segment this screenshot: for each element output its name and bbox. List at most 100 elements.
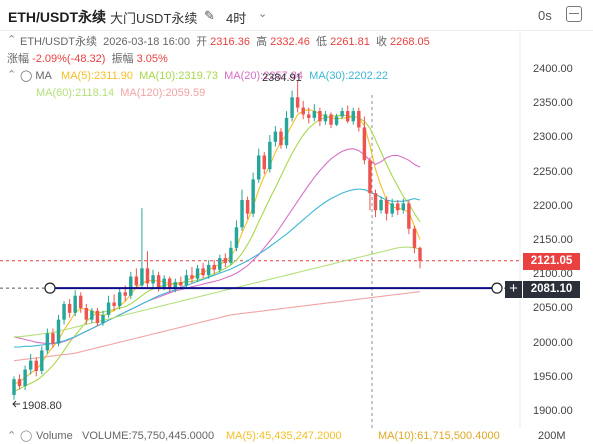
price-tick-label: 2250.00 bbox=[533, 165, 573, 178]
edit-icon[interactable]: ✎ bbox=[204, 8, 215, 23]
candle-body bbox=[101, 314, 105, 324]
candle-body bbox=[73, 295, 77, 313]
amp-value: 3.05% bbox=[136, 53, 168, 65]
amp-label: 振幅 bbox=[111, 53, 134, 65]
collapse-arrow-icon[interactable]: ⌃ bbox=[7, 34, 17, 46]
candle-body bbox=[256, 155, 261, 180]
low-value: 2261.81 bbox=[330, 36, 370, 48]
close-value: 2268.05 bbox=[390, 36, 430, 48]
ma-line-ma120 bbox=[13, 291, 421, 362]
candle-body bbox=[345, 111, 350, 122]
candle-body bbox=[412, 228, 417, 248]
ma-line-ma60 bbox=[14, 246, 421, 338]
candle-body bbox=[329, 114, 333, 125]
bell-icon[interactable]: ◯ bbox=[20, 70, 33, 82]
candle-body bbox=[334, 116, 339, 125]
change-value: -2.09%(-48.32) bbox=[32, 53, 106, 65]
candle-body bbox=[201, 268, 205, 276]
candle-body bbox=[240, 199, 244, 228]
candle-body bbox=[379, 199, 383, 211]
price-tick-label: 1950.00 bbox=[533, 370, 573, 383]
candle-body bbox=[340, 111, 344, 117]
eye-icon[interactable]: ◯ bbox=[20, 430, 33, 442]
candle-body bbox=[95, 310, 100, 324]
candle-body bbox=[362, 127, 367, 161]
candle-body bbox=[223, 258, 228, 263]
ma-legend: ◯ MA MA(5):2311.90 MA(10):2319.73 MA(20)… bbox=[20, 69, 388, 82]
trendline-handle-right bbox=[491, 282, 503, 294]
candle-body bbox=[140, 268, 144, 286]
ma-legend-2: MA(60):2118.14 MA(120):2059.59 bbox=[36, 87, 205, 99]
price-tick-label: 2150.00 bbox=[533, 234, 573, 246]
ma-line-ma30 bbox=[14, 188, 421, 348]
price-tick-label: 2400.00 bbox=[533, 63, 573, 75]
collapse-arrow-icon[interactable]: ⌃ bbox=[7, 430, 17, 442]
candle-body bbox=[407, 203, 411, 229]
candle-body bbox=[195, 268, 200, 279]
candle-body bbox=[40, 350, 44, 371]
change-label: 涨幅 bbox=[7, 53, 29, 65]
candle-body bbox=[45, 333, 50, 351]
top-bar: ETH/USDT永续 大门USDT永续 ✎ 4时 ⌄ 0s bbox=[0, 0, 593, 31]
candle-body bbox=[262, 155, 266, 170]
chevron-down-icon[interactable]: ⌄ bbox=[258, 8, 268, 20]
candle-body bbox=[273, 131, 278, 142]
interval-selector[interactable]: 4时 bbox=[226, 11, 247, 26]
ma-line-ma10 bbox=[13, 114, 421, 392]
candle-body bbox=[67, 303, 72, 313]
change-legend: 涨幅 -2.09%(-48.32) 振幅 3.05% bbox=[7, 50, 168, 66]
trendline-handle-left bbox=[44, 282, 56, 294]
add-alert-button[interactable]: + bbox=[505, 281, 522, 298]
candle-body bbox=[62, 303, 66, 320]
layout-icon[interactable] bbox=[566, 6, 582, 22]
candle-body bbox=[28, 360, 33, 370]
close-label: 收 bbox=[375, 36, 387, 48]
candle-body bbox=[218, 258, 222, 270]
candle-body bbox=[56, 319, 61, 344]
candle-body bbox=[184, 275, 189, 286]
candle-body bbox=[129, 276, 133, 296]
volume-label: Volume bbox=[36, 430, 73, 442]
candle-body bbox=[351, 111, 355, 122]
low-marker-arrowhead bbox=[12, 400, 17, 408]
low-label: 低 bbox=[316, 36, 328, 48]
volume-legend: ⌃ ◯ Volume VOLUME:75,750,445.0000 MA(5):… bbox=[0, 428, 593, 444]
candle-body bbox=[162, 278, 166, 288]
candle-body bbox=[229, 247, 233, 263]
candle-body bbox=[117, 292, 122, 306]
symbol-title[interactable]: ETH/USDT永续 bbox=[8, 9, 106, 25]
candle-body bbox=[245, 199, 250, 214]
candle-body bbox=[134, 276, 139, 286]
candle-body bbox=[318, 111, 322, 122]
collapse-arrow-icon[interactable]: ⌃ bbox=[7, 69, 17, 81]
ma30-value: MA(30):2202.22 bbox=[309, 70, 389, 82]
candle-body bbox=[384, 199, 389, 214]
high-label: 高 bbox=[256, 36, 268, 48]
price-tick-label: 1900.00 bbox=[533, 405, 573, 417]
price-tick-label: 2300.00 bbox=[533, 131, 573, 144]
open-value: 2316.36 bbox=[210, 36, 250, 48]
price-tick-label: 2200.00 bbox=[533, 199, 573, 212]
candle-body bbox=[51, 333, 55, 344]
candle-body bbox=[106, 302, 111, 315]
ma5-value: MA(5):2311.90 bbox=[61, 70, 133, 82]
volume-value: VOLUME:75,750,445.0000 bbox=[82, 430, 215, 442]
open-label: 开 bbox=[196, 36, 208, 48]
candle-body bbox=[23, 369, 27, 387]
candle-body bbox=[312, 111, 317, 118]
candle-body bbox=[373, 193, 378, 211]
ma-label: MA bbox=[35, 70, 52, 82]
legend-symbol: ETH/USDT永续 bbox=[20, 36, 97, 48]
candle-body bbox=[396, 203, 400, 211]
candle-body bbox=[401, 203, 406, 211]
candle-body bbox=[84, 308, 89, 320]
candle-body bbox=[156, 275, 161, 288]
candle-body bbox=[268, 141, 272, 170]
exchange-label: 大门USDT永续 bbox=[110, 11, 198, 26]
volume-axis-tick: 200M bbox=[538, 430, 566, 442]
candle-body bbox=[190, 275, 194, 279]
candle-body bbox=[123, 292, 127, 296]
line-price-tag: 2081.10 bbox=[523, 281, 580, 298]
ma60-value: MA(60):2118.14 bbox=[36, 87, 115, 99]
